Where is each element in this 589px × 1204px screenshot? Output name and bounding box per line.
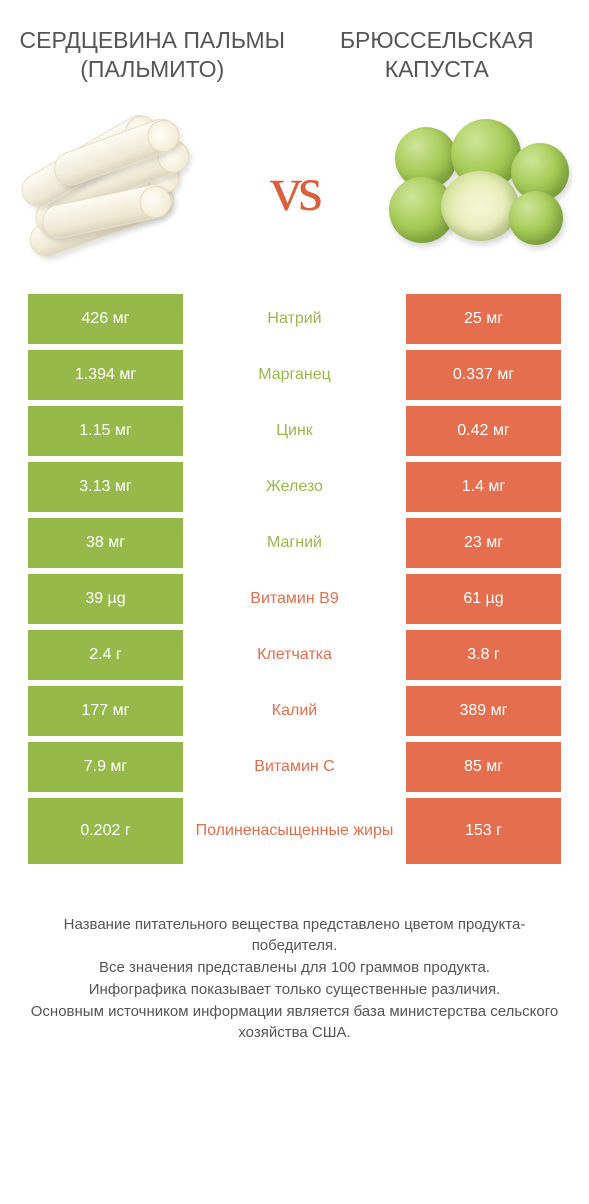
nutrient-label: Марганец xyxy=(183,350,406,400)
header: СЕРДЦЕВИНА ПАЛЬМЫ (ПАЛЬМИТО) БРЮССЕЛЬСКА… xyxy=(0,0,589,84)
footer-line: Название питательного вещества представл… xyxy=(28,914,561,958)
table-row: 7.9 мгВитамин C85 мг xyxy=(28,742,561,792)
table-row: 1.15 мгЦинк0.42 мг xyxy=(28,406,561,456)
right-value: 85 мг xyxy=(406,742,561,792)
right-value: 1.4 мг xyxy=(406,462,561,512)
table-row: 426 мгНатрий25 мг xyxy=(28,294,561,344)
right-value: 61 µg xyxy=(406,574,561,624)
footer-line: Основным источником информации является … xyxy=(28,1001,561,1045)
nutrient-label: Витамин C xyxy=(183,742,406,792)
right-value: 25 мг xyxy=(406,294,561,344)
brussels-sprouts-icon xyxy=(389,119,569,259)
nutrient-label: Натрий xyxy=(183,294,406,344)
nutrient-label: Калий xyxy=(183,686,406,736)
left-value: 38 мг xyxy=(28,518,183,568)
nutrient-label: Витамин B9 xyxy=(183,574,406,624)
left-product-title: СЕРДЦЕВИНА ПАЛЬМЫ (ПАЛЬМИТО) xyxy=(10,26,295,84)
table-row: 177 мгКалий389 мг xyxy=(28,686,561,736)
table-row: 1.394 мгМарганец0.337 мг xyxy=(28,350,561,400)
table-row: 2.4 гКлетчатка3.8 г xyxy=(28,630,561,680)
vs-row: vs xyxy=(0,84,589,294)
right-product-title: БРЮССЕЛЬСКАЯ КАПУСТА xyxy=(295,26,580,84)
left-value: 1.394 мг xyxy=(28,350,183,400)
right-value: 153 г xyxy=(406,798,561,864)
right-value: 3.8 г xyxy=(406,630,561,680)
left-value: 1.15 мг xyxy=(28,406,183,456)
right-value: 389 мг xyxy=(406,686,561,736)
table-row: 38 мгМагний23 мг xyxy=(28,518,561,568)
comparison-table: 426 мгНатрий25 мг 1.394 мгМарганец0.337 м… xyxy=(28,294,561,864)
left-value: 426 мг xyxy=(28,294,183,344)
nutrient-label: Полиненасыщенные жиры xyxy=(183,798,406,864)
table-row: 0.202 гПолиненасыщенные жиры153 г xyxy=(28,798,561,864)
left-value: 0.202 г xyxy=(28,798,183,864)
left-value: 7.9 мг xyxy=(28,742,183,792)
footer-line: Все значения представлены для 100 граммо… xyxy=(28,957,561,979)
nutrient-label: Магний xyxy=(183,518,406,568)
left-value: 177 мг xyxy=(28,686,183,736)
footer-notes: Название питательного вещества представл… xyxy=(28,914,561,1045)
nutrient-label: Цинк xyxy=(183,406,406,456)
table-row: 3.13 мгЖелезо1.4 мг xyxy=(28,462,561,512)
left-value: 3.13 мг xyxy=(28,462,183,512)
right-value: 23 мг xyxy=(406,518,561,568)
palmito-icon xyxy=(19,115,202,262)
left-product-image xyxy=(20,114,200,264)
vs-label: vs xyxy=(270,152,319,226)
footer-line: Инфографика показывает только существенн… xyxy=(28,979,561,1001)
table-row: 39 µgВитамин B961 µg xyxy=(28,574,561,624)
right-value: 0.42 мг xyxy=(406,406,561,456)
nutrient-label: Клетчатка xyxy=(183,630,406,680)
left-value: 39 µg xyxy=(28,574,183,624)
left-value: 2.4 г xyxy=(28,630,183,680)
right-product-image xyxy=(389,114,569,264)
nutrient-label: Железо xyxy=(183,462,406,512)
right-value: 0.337 мг xyxy=(406,350,561,400)
